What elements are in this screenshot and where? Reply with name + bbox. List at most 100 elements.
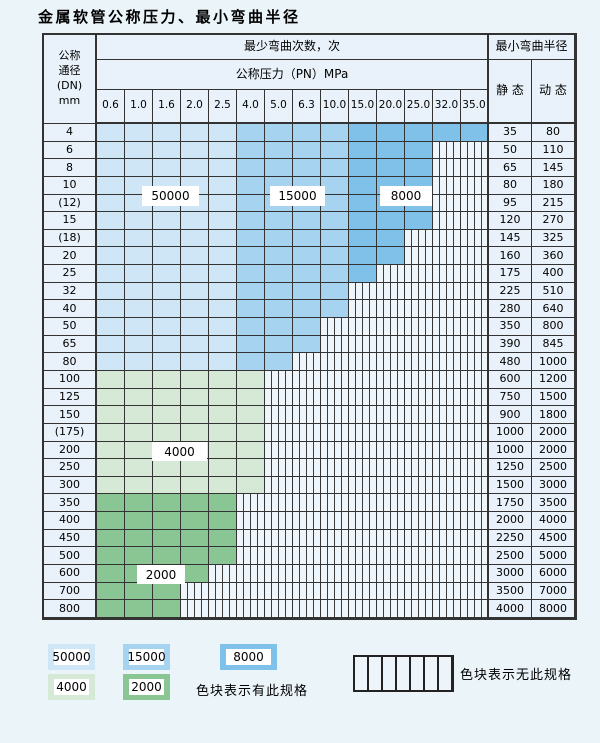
spec-cell-80-2.0 [181,353,209,371]
spec-cell-125-1.6 [153,388,181,407]
spec-cell-80-6.3 [293,353,321,371]
spec-cell-700-5.0 [265,582,293,601]
spec-cell-10-2.0 [181,176,209,195]
static-value-150: 900 [489,406,532,424]
spec-cell-(18)-25.0 [405,229,433,248]
spec-cell-65-15.0 [349,335,377,354]
static-header: 静 态 [489,60,532,124]
spec-cell-10-1.6 [153,176,181,195]
pressure-col-32.0: 32.0 [433,90,461,124]
spec-cell-(12)-0.6 [97,194,125,213]
spec-cell-450-1.0 [125,529,153,548]
spec-cell-700-6.3 [293,582,321,601]
spec-cell-300-35.0 [461,476,489,495]
spec-cell-200-4.0 [237,441,265,460]
dynamic-value-65: 845 [532,335,575,354]
spec-cell-15-2.5 [209,212,237,230]
static-value-200: 1000 [489,441,532,460]
spec-cell-15-15.0 [349,212,377,230]
spec-cell-200-1.6 [153,441,181,460]
spec-cell-80-25.0 [405,353,433,371]
spec-cell-15-25.0 [405,212,433,230]
spec-cell-20-15.0 [349,247,377,266]
dynamic-value-4: 80 [532,124,575,142]
spec-cell-15-4.0 [237,212,265,230]
spec-cell-4-15.0 [349,124,377,142]
spec-cell-500-1.0 [125,547,153,566]
spec-cell-80-10.0 [321,353,349,371]
spec-cell-450-2.5 [209,529,237,548]
spec-cell-400-35.0 [461,512,489,530]
spec-cell-100-2.0 [181,370,209,389]
spec-cell-80-2.5 [209,353,237,371]
spec-cell-8-35.0 [461,159,489,177]
spec-cell-8-0.6 [97,159,125,177]
spec-cell-8-4.0 [237,159,265,177]
dn-cell-25: 25 [44,265,97,283]
dynamic-value-800: 8000 [532,600,575,618]
dn-cell-65: 65 [44,335,97,354]
spec-cell-(12)-1.0 [125,194,153,213]
spec-cell-50-1.6 [153,318,181,336]
spec-cell-350-15.0 [349,494,377,513]
spec-cell-50-2.5 [209,318,237,336]
static-value-10: 80 [489,176,532,195]
dn-cell-700: 700 [44,582,97,601]
spec-cell-4-2.0 [181,124,209,142]
spec-cell-400-4.0 [237,512,265,530]
dynamic-value-450: 4500 [532,529,575,548]
spec-cell-800-10.0 [321,600,349,618]
spec-cell-500-32.0 [433,547,461,566]
spec-cell-250-0.6 [97,459,125,477]
spec-cell-200-0.6 [97,441,125,460]
dynamic-value-125: 1500 [532,388,575,407]
spec-cell-40-32.0 [433,300,461,319]
spec-cell-(175)-2.0 [181,423,209,442]
spec-cell-20-2.5 [209,247,237,266]
pressure-col-2.5: 2.5 [209,90,237,124]
pressure-col-1.6: 1.6 [153,90,181,124]
static-value-(18): 145 [489,229,532,248]
spec-cell-400-20.0 [377,512,405,530]
spec-cell-32-1.6 [153,282,181,301]
spec-cell-800-35.0 [461,600,489,618]
spec-cell-25-1.0 [125,265,153,283]
static-value-500: 2500 [489,547,532,566]
spec-cell-20-2.0 [181,247,209,266]
dn-cell-6: 6 [44,141,97,160]
spec-cell-450-15.0 [349,529,377,548]
spec-cell-80-15.0 [349,353,377,371]
dynamic-value-(175): 2000 [532,423,575,442]
dynamic-value-600: 6000 [532,565,575,583]
dynamic-value-500: 5000 [532,547,575,566]
dn-cell-150: 150 [44,406,97,424]
spec-cell-8-1.6 [153,159,181,177]
spec-cell-450-35.0 [461,529,489,548]
spec-cell-100-2.5 [209,370,237,389]
spec-cell-200-5.0 [265,441,293,460]
spec-cell-50-4.0 [237,318,265,336]
spec-cell-350-6.3 [293,494,321,513]
static-value-32: 225 [489,282,532,301]
dn-cell-450: 450 [44,529,97,548]
spec-cell-10-32.0 [433,176,461,195]
spec-cell-500-2.5 [209,547,237,566]
spec-cell-100-5.0 [265,370,293,389]
spec-cell-20-0.6 [97,247,125,266]
spec-cell-6-15.0 [349,141,377,160]
spec-table-wrap: 公称 通径 (DN) mm 最少弯曲次数，次 最小弯曲半径 公称压力（PN）MPa 静 态动 … [42,33,577,620]
spec-cell-300-2.0 [181,476,209,495]
spec-cell-450-32.0 [433,529,461,548]
spec-cell-100-15.0 [349,370,377,389]
static-value-8: 65 [489,159,532,177]
dn-cell-32: 32 [44,282,97,301]
spec-cell-50-2.0 [181,318,209,336]
spec-cell-450-2.0 [181,529,209,548]
spec-cell-700-10.0 [321,582,349,601]
spec-cell-32-15.0 [349,282,377,301]
spec-cell-4-10.0 [321,124,349,142]
dynamic-value-350: 3500 [532,494,575,513]
spec-cell-65-2.5 [209,335,237,354]
spec-cell-(12)-10.0 [321,194,349,213]
spec-cell-500-4.0 [237,547,265,566]
